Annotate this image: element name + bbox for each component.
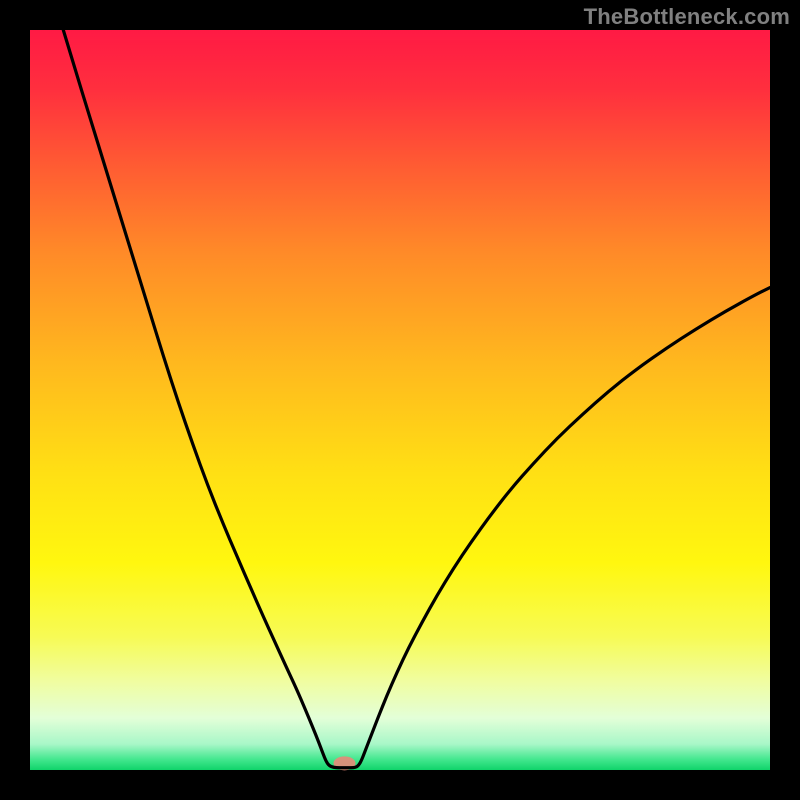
plot-background bbox=[30, 30, 770, 770]
watermark-text: TheBottleneck.com bbox=[584, 4, 790, 30]
chart-container: { "watermark": { "text": "TheBottleneck.… bbox=[0, 0, 800, 800]
bottleneck-chart bbox=[0, 0, 800, 800]
